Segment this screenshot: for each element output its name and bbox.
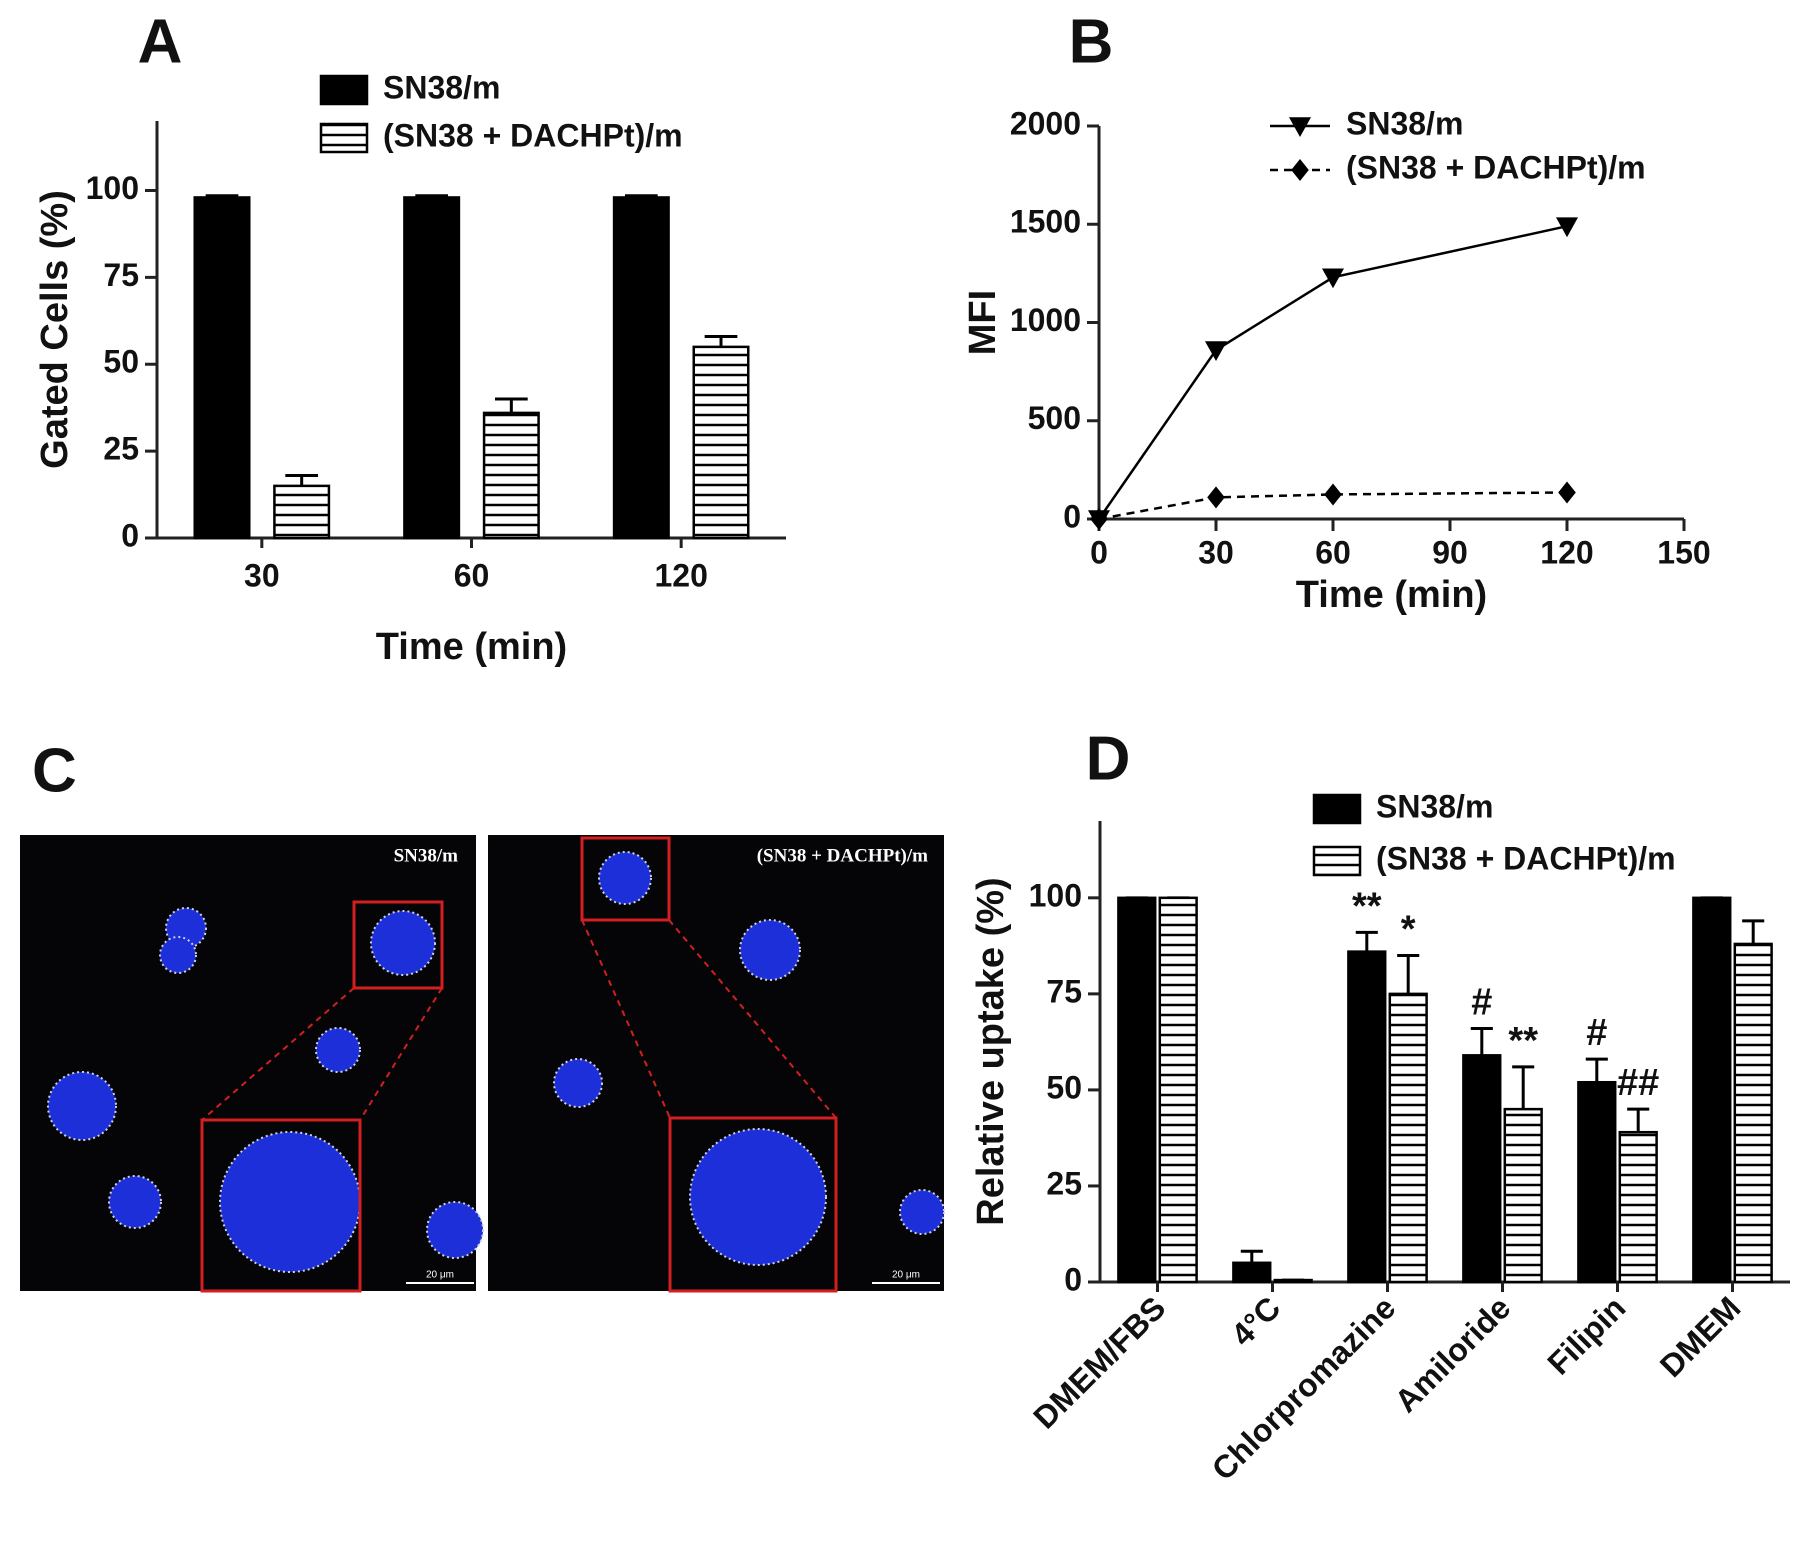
- x-tick-label: 90: [1432, 534, 1468, 570]
- y-tick-label: 500: [1028, 400, 1081, 436]
- legend-label: SN38/m: [1346, 105, 1463, 141]
- y-axis-title: MFI: [962, 290, 1004, 355]
- y-tick-label: 1000: [1010, 302, 1081, 338]
- x-tick-label: 150: [1657, 534, 1710, 570]
- bar: [1158, 896, 1198, 1284]
- significance-label: *: [1401, 908, 1416, 950]
- bar: [1618, 1130, 1658, 1284]
- marker: [1556, 217, 1578, 238]
- series-line: [1098, 491, 1568, 521]
- marker: [1207, 486, 1225, 509]
- bar: [1388, 992, 1428, 1284]
- x-tick-label: Filipin: [1540, 1289, 1632, 1381]
- significance-label: #: [1471, 981, 1492, 1023]
- legend-swatch: [1312, 845, 1362, 877]
- y-tick-label: 75: [103, 257, 139, 293]
- y-axis-title: Gated Cells (%): [34, 190, 76, 469]
- legend-label: SN38/m: [383, 69, 500, 105]
- x-tick-label: DMEM: [1653, 1289, 1748, 1384]
- x-tick-label: 0: [1090, 534, 1108, 570]
- bar: [1462, 1054, 1502, 1284]
- panel-label: C: [32, 736, 77, 805]
- bar: [692, 345, 750, 540]
- marker: [1205, 341, 1227, 362]
- bar: [1117, 896, 1157, 1284]
- legend-label: (SN38 + DACHPt)/m: [1376, 840, 1676, 876]
- bar: [1347, 950, 1387, 1284]
- x-tick-label: 120: [1540, 534, 1593, 570]
- microscopy-panel: C SN38/m 20 μm (SN38 + DACHPt)/m 20 μm: [20, 736, 945, 1293]
- bar: [1273, 1278, 1313, 1284]
- legend-swatch: [319, 122, 369, 154]
- bar: [1577, 1080, 1617, 1284]
- y-axis-title: Relative uptake (%): [970, 877, 1012, 1225]
- bar: [273, 484, 331, 540]
- y-tick-label: 1500: [1010, 204, 1081, 240]
- significance-label: **: [1508, 1020, 1538, 1062]
- x-tick-label: 120: [654, 557, 707, 593]
- x-axis-title: Time (min): [376, 626, 567, 668]
- legend-marker: [1291, 159, 1309, 181]
- x-tick-label: 30: [1198, 534, 1234, 570]
- bar: [1692, 896, 1732, 1284]
- significance-label: ##: [1617, 1062, 1659, 1104]
- bar: [403, 196, 461, 540]
- y-tick-label: 0: [121, 517, 139, 553]
- legend-swatch: [319, 74, 369, 106]
- y-tick-label: 0: [1064, 1261, 1082, 1297]
- y-tick-label: 100: [1029, 877, 1082, 913]
- significance-label: #: [1586, 1012, 1607, 1054]
- x-tick-label: 4°C: [1224, 1289, 1287, 1352]
- x-tick-label: Amiloride: [1388, 1289, 1518, 1419]
- bar: [1503, 1107, 1543, 1284]
- marker: [1558, 481, 1576, 504]
- significance-label: **: [1352, 885, 1382, 927]
- bar: [1232, 1261, 1272, 1284]
- x-tick-label: 60: [1315, 534, 1351, 570]
- legend-label: SN38/m: [1376, 788, 1493, 824]
- marker: [1322, 268, 1344, 289]
- panel-label: B: [1069, 7, 1114, 76]
- x-tick-label: 30: [244, 557, 280, 593]
- y-tick-label: 50: [1046, 1069, 1082, 1105]
- y-tick-label: 2000: [1010, 105, 1081, 141]
- panel-label: A: [138, 7, 183, 76]
- x-axis-title: Time (min): [1296, 574, 1487, 616]
- y-tick-label: 50: [103, 344, 139, 380]
- image-label: SN38/m: [394, 845, 459, 866]
- legend-marker: [1289, 117, 1311, 137]
- y-tick-label: 75: [1046, 973, 1082, 1009]
- panel-label: D: [1086, 724, 1131, 793]
- y-tick-label: 25: [103, 431, 139, 467]
- y-tick-label: 100: [86, 170, 139, 206]
- legend-swatch: [1312, 793, 1362, 825]
- bar: [612, 196, 670, 540]
- marker: [1324, 483, 1342, 506]
- scale-bar-label: 20 μm: [892, 1270, 920, 1281]
- marker: [1090, 508, 1108, 530]
- scale-bar-label: 20 μm: [426, 1270, 454, 1281]
- bar: [1733, 942, 1773, 1284]
- y-tick-label: 25: [1046, 1165, 1082, 1201]
- y-tick-label: 0: [1063, 498, 1081, 534]
- series-line: [1097, 224, 1568, 520]
- x-tick-label: DMEM/FBS: [1026, 1289, 1172, 1435]
- legend-label: (SN38 + DACHPt)/m: [1346, 149, 1646, 185]
- bar: [482, 411, 540, 540]
- x-tick-label: 60: [454, 557, 490, 593]
- legend-label: (SN38 + DACHPt)/m: [383, 117, 683, 153]
- image-label: (SN38 + DACHPt)/m: [757, 845, 928, 866]
- bar: [193, 196, 251, 540]
